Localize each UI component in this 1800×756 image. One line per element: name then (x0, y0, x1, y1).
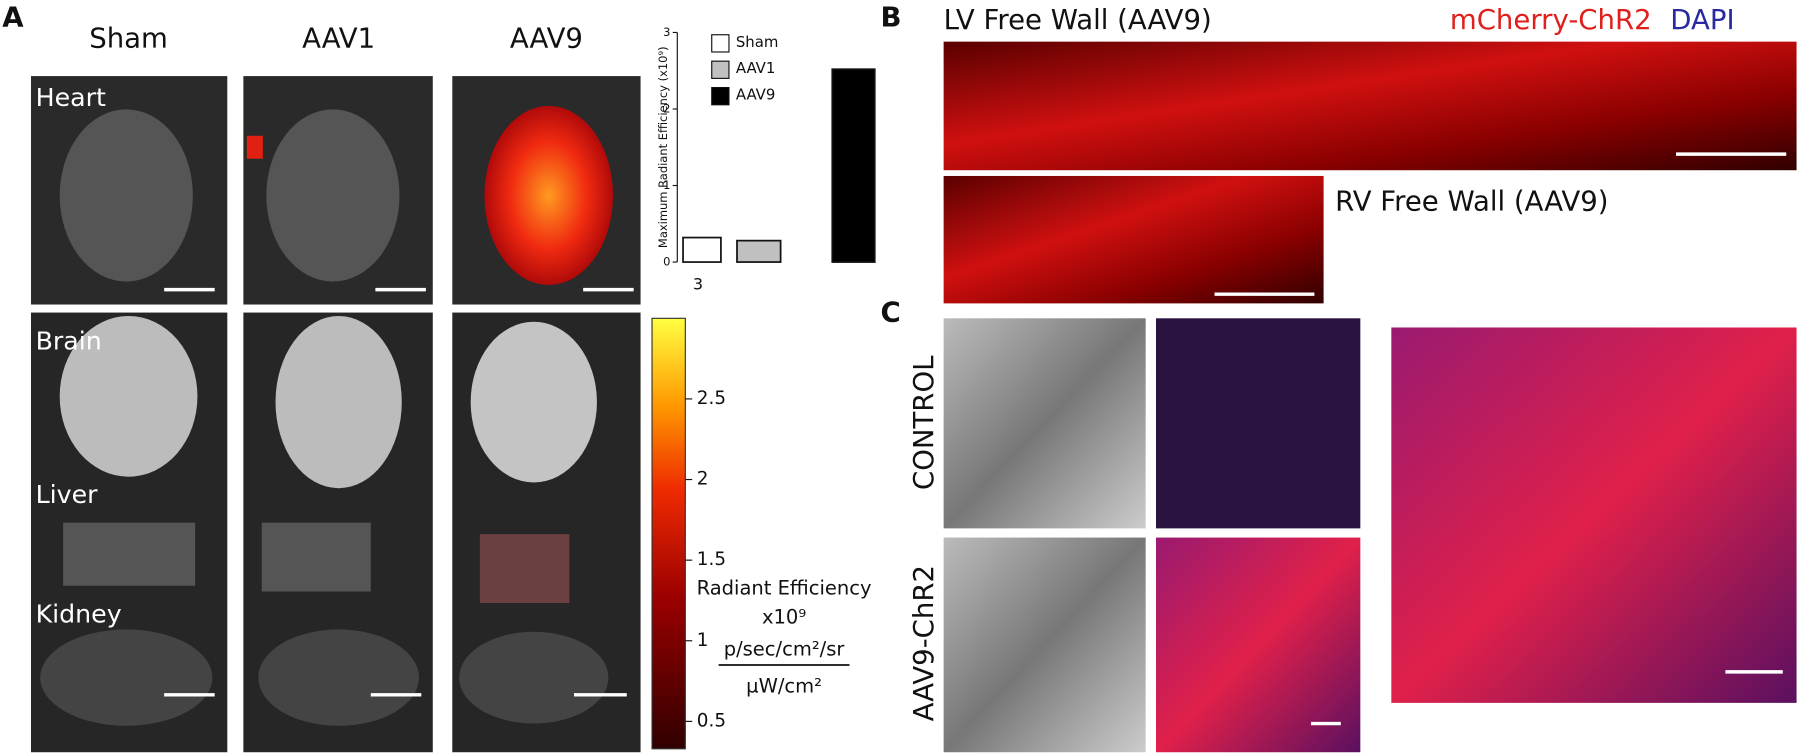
colorbar-tick-label: 1.5 (697, 549, 726, 570)
stain-label: DAPI (1670, 4, 1734, 36)
bar (736, 239, 782, 263)
colorbar-tick-label: 2 (697, 469, 709, 490)
colorbar-unit: p/sec/cm²/sr (724, 638, 846, 661)
organ-label: Liver (36, 480, 99, 509)
image-title: RV Free Wall (AAV9) (1335, 185, 1608, 217)
image-title: LV Free Wall (AAV9) (944, 4, 1212, 36)
panel-c-images (943, 318, 1797, 753)
stain-label: mCherry-ChR2 (1450, 4, 1652, 36)
colorbar-tick-label: 2.5 (697, 388, 726, 409)
legend-label: Sham (736, 33, 779, 51)
legend-swatch (711, 34, 730, 53)
panel-a-images (30, 76, 641, 753)
panel-label: C (880, 297, 900, 329)
y-tick-label: 0 (663, 255, 670, 269)
row-label: CONTROL (908, 355, 940, 490)
colorbar-tick-label: 1 (697, 630, 709, 651)
y-tick-label: 3 (663, 25, 670, 39)
colorbar-unit: µW/cm² (746, 674, 822, 697)
column-header: AAV9 (510, 22, 583, 54)
bar (831, 68, 876, 263)
legend-swatch (711, 60, 730, 79)
organ-label: Heart (36, 83, 106, 112)
bar (682, 236, 722, 263)
column-header: AAV1 (302, 22, 375, 54)
colorbar-tick-label: 0.5 (697, 710, 726, 731)
organ-label: Kidney (36, 600, 122, 629)
legend-label: AAV1 (736, 59, 776, 77)
panel-label: A (2, 2, 24, 34)
panel-b-images (943, 41, 1797, 304)
y-tick-label: 1 (663, 178, 670, 192)
column-header: Sham (89, 22, 168, 54)
y-axis-label: Maximum Radiant Efficiency (x10⁹) (656, 46, 670, 248)
colorbar-multiplier: x10⁹ (762, 605, 806, 628)
organ-label: Brain (36, 326, 102, 355)
colorbar (651, 317, 686, 750)
panel-label: B (880, 2, 901, 34)
row-label: AAV9-ChR2 (908, 565, 940, 721)
y-tick-label: 2 (663, 101, 670, 115)
colorbar-label: Radiant Efficiency (697, 577, 872, 600)
annotation: 3 (693, 275, 703, 294)
legend-label: AAV9 (736, 86, 776, 104)
legend-swatch (711, 86, 730, 106)
